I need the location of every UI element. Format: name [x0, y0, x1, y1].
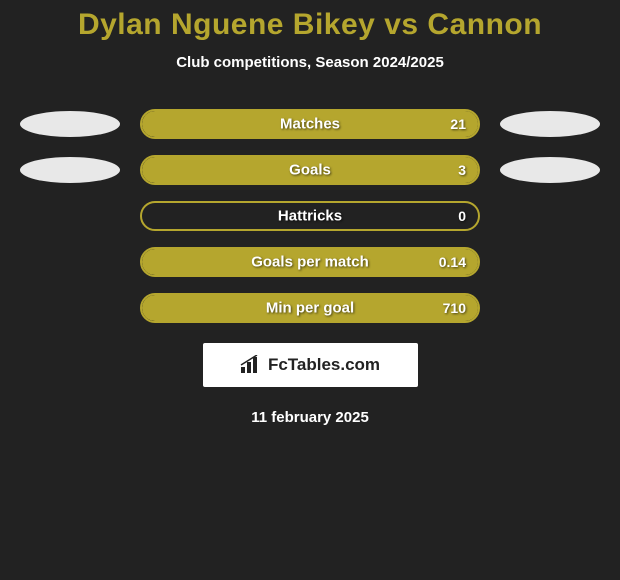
subtitle: Club competitions, Season 2024/2025: [0, 54, 620, 71]
stat-row: Matches 21: [0, 109, 620, 139]
stat-row: Goals 3: [0, 155, 620, 185]
stat-bar: Goals per match 0.14: [140, 247, 480, 277]
player-marker-right: [500, 111, 600, 137]
stat-label: Goals: [289, 162, 331, 179]
stat-row: Hattricks 0: [0, 201, 620, 231]
right-player-slot: [500, 203, 600, 229]
left-player-slot: [20, 111, 120, 137]
stat-bar: Goals 3: [140, 155, 480, 185]
left-player-slot: [20, 295, 120, 321]
stat-value: 0.14: [439, 254, 466, 270]
stat-bar: Hattricks 0: [140, 201, 480, 231]
right-player-slot: [500, 111, 600, 137]
comparison-chart: Matches 21 Goals 3 Hattricks 0 Goals per match…: [0, 109, 620, 323]
stat-row: Min per goal 710: [0, 293, 620, 323]
stat-bar: Min per goal 710: [140, 293, 480, 323]
page-title: Dylan Nguene Bikey vs Cannon: [0, 8, 620, 42]
player-marker-right: [500, 157, 600, 183]
chart-icon: [240, 355, 262, 375]
stat-value: 710: [443, 300, 466, 316]
left-player-slot: [20, 249, 120, 275]
logo-text: FcTables.com: [268, 355, 380, 375]
stat-row: Goals per match 0.14: [0, 247, 620, 277]
logo-badge: FcTables.com: [203, 343, 418, 387]
right-player-slot: [500, 249, 600, 275]
right-player-slot: [500, 295, 600, 321]
left-player-slot: [20, 157, 120, 183]
stat-label: Goals per match: [251, 254, 369, 271]
left-player-slot: [20, 203, 120, 229]
player-marker-left: [20, 157, 120, 183]
stat-label: Hattricks: [278, 208, 342, 225]
stat-value: 0: [458, 208, 466, 224]
stat-label: Min per goal: [266, 300, 354, 317]
footer-date: 11 february 2025: [0, 409, 620, 426]
stat-label: Matches: [280, 116, 340, 133]
stat-value: 3: [458, 162, 466, 178]
stat-bar: Matches 21: [140, 109, 480, 139]
right-player-slot: [500, 157, 600, 183]
player-marker-left: [20, 111, 120, 137]
stat-value: 21: [450, 116, 466, 132]
